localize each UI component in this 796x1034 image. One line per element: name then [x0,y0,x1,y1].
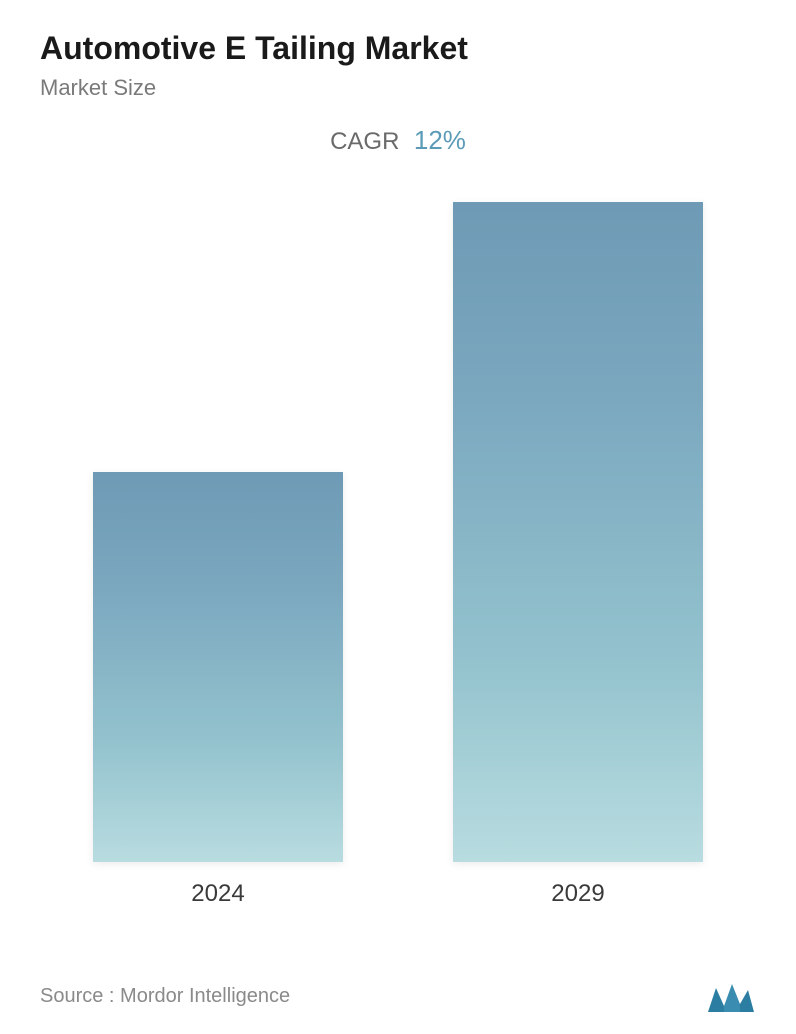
cagr-row: CAGR 12% [40,125,756,156]
bar-label-0: 2024 [191,880,244,908]
bar-2029 [453,202,703,862]
chart-area: 2024 2029 [40,176,756,968]
source-text: Source : Mordor Intelligence [40,985,290,1008]
bar-2024 [93,472,343,862]
bar-wrap-1: 2029 [453,202,703,908]
page-subtitle: Market Size [40,75,756,101]
cagr-label: CAGR [330,128,399,155]
footer: Source : Mordor Intelligence [40,968,756,1014]
bar-label-1: 2029 [551,880,604,908]
mordor-logo-icon [706,978,756,1014]
cagr-value: 12% [414,125,466,155]
bar-wrap-0: 2024 [93,472,343,908]
chart-container: Automotive E Tailing Market Market Size … [0,0,796,1034]
page-title: Automotive E Tailing Market [40,30,756,67]
